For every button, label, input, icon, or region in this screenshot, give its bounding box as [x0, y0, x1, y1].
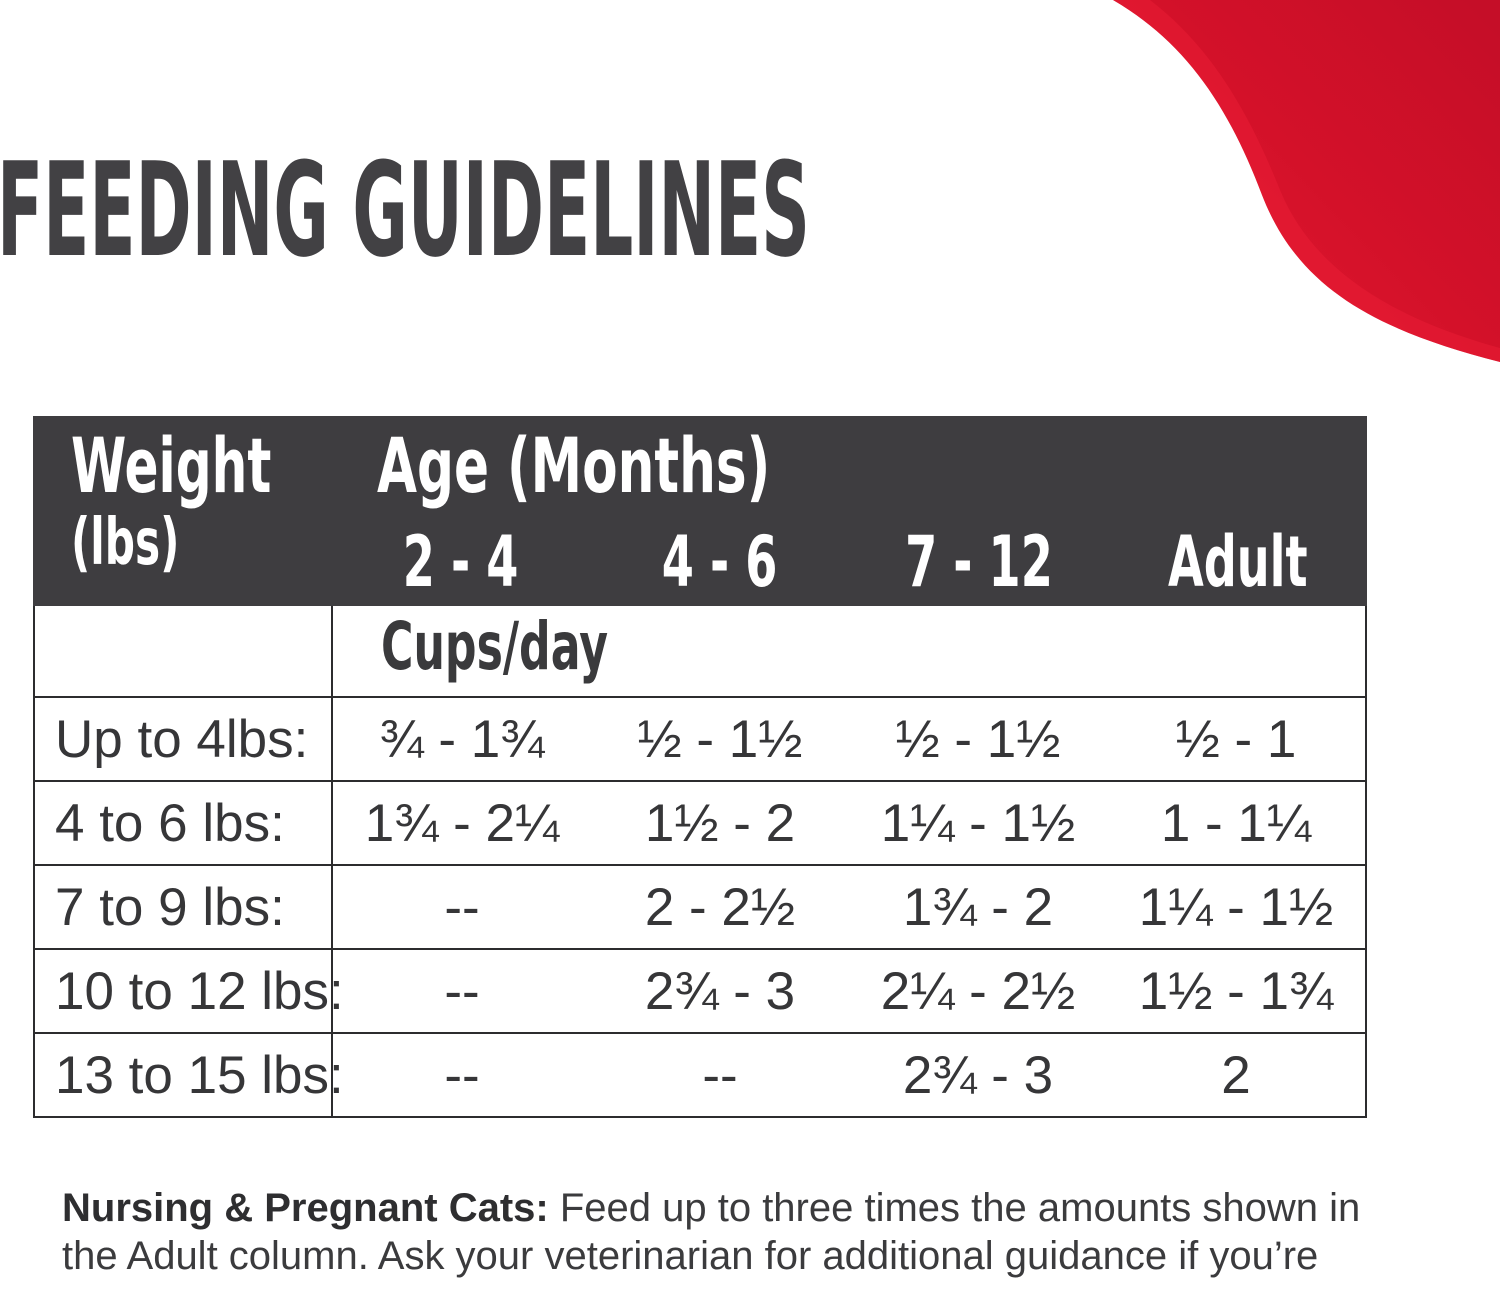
- footnote-text: Feed up to three times the amounts shown…: [62, 1186, 1361, 1292]
- cell-value: ¾ - 1¾: [379, 709, 545, 769]
- cell-value: ½ - 1½: [637, 709, 803, 769]
- weight-unit-label: (lbs): [71, 506, 180, 580]
- footnote-lead: Nursing & Pregnant Cats:: [62, 1186, 549, 1230]
- units-row: Cups/day: [35, 606, 1365, 696]
- table-row: Up to 4lbs: ¾ - 1¾ ½ - 1½ ½ - 1½ ½ - 1: [35, 696, 1365, 780]
- age-column-7-12: 7 - 12: [904, 521, 1053, 603]
- cell-value: 2 - 2½: [644, 877, 796, 937]
- swoosh-highlight-rim: [1113, 0, 1500, 362]
- age-column-2-4: 2 - 4: [402, 521, 519, 603]
- cell-value: 2¾ - 3: [902, 1045, 1054, 1105]
- cell-value: --: [444, 1045, 480, 1105]
- cell-value: 1¼ - 1½: [880, 793, 1076, 853]
- table-row: 4 to 6 lbs: 1¾ - 2¼ 1½ - 2 1¼ - 1½ 1 - 1…: [35, 780, 1365, 864]
- table-row: 7 to 9 lbs: -- 2 - 2½ 1¾ - 2 1¼ - 1½: [35, 864, 1365, 948]
- footnote: Nursing & Pregnant Cats: Feed up to thre…: [62, 1184, 1362, 1292]
- weight-column-header: Weight: [71, 421, 272, 510]
- cell-value: ½ - 1½: [895, 709, 1061, 769]
- row-label: 10 to 12 lbs:: [55, 961, 344, 1021]
- row-label: 7 to 9 lbs:: [55, 877, 285, 937]
- swoosh-main-shape: [1113, 0, 1500, 362]
- age-range-subheaders: 2 - 4 4 - 6 7 - 12 Adult: [331, 527, 1367, 597]
- age-months-header: Age (Months): [377, 421, 771, 510]
- table-row: 13 to 15 lbs: -- -- 2¾ - 3 2: [35, 1032, 1365, 1116]
- cups-per-day-label: Cups/day: [381, 608, 609, 685]
- page-title: FEEDING GUIDELINES: [0, 134, 810, 286]
- cell-value: 1½ - 1¾: [1138, 961, 1334, 1021]
- cell-value: 1¼ - 1½: [1138, 877, 1334, 937]
- cell-value: --: [444, 961, 480, 1021]
- cell-value: --: [444, 877, 480, 937]
- table-row: 10 to 12 lbs: -- 2¾ - 3 2¼ - 2½ 1½ - 1¾: [35, 948, 1365, 1032]
- age-column-4-6: 4 - 6: [661, 521, 778, 603]
- red-corner-swoosh: [1113, 0, 1500, 362]
- column-divider: [331, 606, 333, 1116]
- cell-value: 1¾ - 2¼: [364, 793, 560, 853]
- cell-value: 1½ - 2: [644, 793, 796, 853]
- row-label: 4 to 6 lbs:: [55, 793, 285, 853]
- feeding-table: Weight (lbs) Age (Months) 2 - 4 4 - 6 7 …: [33, 416, 1367, 1118]
- age-column-adult: Adult: [1167, 521, 1308, 603]
- cell-value: 2¼ - 2½: [880, 961, 1076, 1021]
- table-body: Cups/day Up to 4lbs: ¾ - 1¾ ½ - 1½ ½ - 1…: [33, 606, 1367, 1118]
- cell-value: 2¾ - 3: [644, 961, 796, 1021]
- cell-value: 1 - 1¼: [1160, 793, 1312, 853]
- table-header: Weight (lbs) Age (Months) 2 - 4 4 - 6 7 …: [33, 416, 1367, 606]
- cell-value: ½ - 1: [1175, 709, 1297, 769]
- cell-value: --: [702, 1045, 738, 1105]
- row-label: 13 to 15 lbs:: [55, 1045, 344, 1105]
- cell-value: 1¾ - 2: [902, 877, 1054, 937]
- cell-value: 2: [1221, 1045, 1251, 1105]
- row-label: Up to 4lbs:: [55, 709, 309, 769]
